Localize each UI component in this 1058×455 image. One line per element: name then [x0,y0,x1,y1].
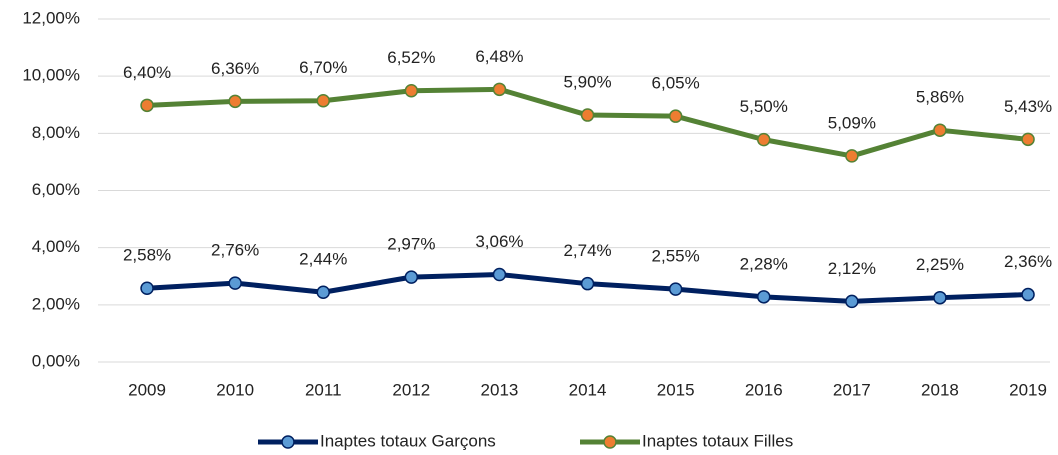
data-label: 6,70% [299,58,347,77]
legend-label: Inaptes totaux Filles [642,431,793,450]
x-tick-label: 2011 [305,380,342,399]
marker [668,109,683,123]
marker [1021,287,1035,302]
y-tick-label: 12,00% [22,8,80,27]
marker [404,83,419,98]
y-tick-label: 4,00% [32,237,80,256]
marker [492,82,507,97]
marker [757,290,771,304]
data-label: 2,76% [211,241,259,260]
data-label: 2,28% [740,254,788,273]
x-tick-label: 2010 [216,380,254,399]
data-label: 6,36% [211,59,259,78]
marker [316,93,330,108]
data-label: 6,48% [475,47,523,66]
legend-marker [603,435,617,449]
x-tick-label: 2015 [657,380,695,399]
marker [668,282,683,296]
marker [845,149,859,163]
x-tick-label: 2013 [481,380,519,399]
x-tick-label: 2012 [392,380,430,399]
data-label: 2,25% [916,255,964,274]
series-line [146,86,1029,159]
data-label: 2,12% [828,259,876,278]
data-label: 6,40% [123,63,171,82]
data-label: 2,36% [1004,252,1052,271]
data-label: 5,50% [740,97,788,116]
data-label: 6,52% [387,48,435,67]
marker [492,267,507,282]
data-label: 2,55% [652,247,700,266]
x-tick-label: 2017 [833,380,871,399]
data-label: 5,43% [1004,97,1052,116]
marker [1021,132,1035,147]
x-tick-label: 2016 [745,380,783,399]
y-tick-label: 0,00% [32,351,80,370]
y-tick-label: 8,00% [32,123,80,142]
marker [845,294,859,309]
data-label: 2,74% [563,241,611,260]
marker [580,108,595,122]
legend-marker [281,435,295,449]
marker [757,132,771,147]
data-label: 5,90% [563,73,611,92]
marker [228,276,242,290]
marker [140,281,154,296]
data-label: 5,86% [916,88,964,107]
marker [140,98,154,113]
marker [316,285,330,300]
data-label: 6,05% [652,74,700,93]
x-tick-label: 2014 [569,380,607,399]
x-tick-label: 2019 [1009,380,1047,399]
y-tick-label: 2,00% [32,294,80,313]
y-tick-label: 6,00% [32,180,80,199]
marker [933,290,947,305]
x-tick-label: 2009 [128,380,166,399]
marker [580,276,595,291]
marker [404,270,419,284]
marker [228,94,242,109]
x-tick-label: 2018 [921,380,959,399]
data-label: 2,58% [123,246,171,265]
data-label: 2,97% [387,235,435,254]
legend-label: Inaptes totaux Garçons [320,431,496,450]
data-label: 2,44% [299,250,347,269]
data-label: 3,06% [475,232,523,251]
data-label: 5,09% [828,113,876,132]
y-tick-label: 10,00% [22,66,80,85]
marker [933,123,947,137]
